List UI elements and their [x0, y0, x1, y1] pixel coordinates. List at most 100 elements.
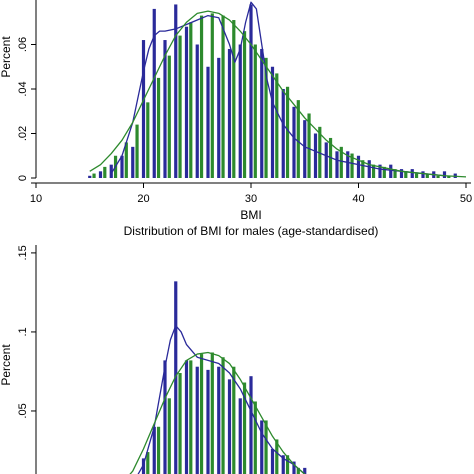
bot-bar-s0-15 — [292, 461, 296, 474]
bot-bar-s0-16 — [303, 467, 307, 474]
bot-bar-s1-6 — [189, 360, 193, 474]
top-bar-s0-4 — [131, 146, 135, 178]
top-bar-s0-12 — [217, 57, 221, 178]
top-x-axis-title: BMI — [240, 208, 261, 222]
top-y-tick-label-1: .02 — [17, 126, 29, 141]
top-bar-s0-3 — [120, 155, 124, 178]
bot-bar-s1-4 — [167, 398, 171, 474]
top-bar-s0-25 — [356, 155, 361, 178]
bottom-density-lines — [129, 324, 306, 474]
top-bar-s0-18 — [281, 89, 285, 178]
top-bar-s1-9 — [189, 22, 193, 178]
top-bar-s0-8 — [174, 4, 178, 179]
top-bar-s0-6 — [152, 8, 156, 179]
bottom-bars — [141, 281, 307, 474]
top-bar-s0-15 — [249, 4, 253, 179]
bot-bar-s0-12 — [260, 420, 264, 474]
top-bar-s0-27 — [378, 164, 382, 178]
bot-bar-s0-8 — [217, 366, 221, 474]
top-bar-s0-30 — [410, 169, 414, 178]
top-bar-s0-1 — [98, 171, 103, 178]
bot-bar-s0-10 — [238, 398, 242, 474]
top-bar-s1-33 — [447, 175, 451, 178]
bot-bar-s1-10 — [232, 366, 236, 474]
top-bar-s1-15 — [253, 44, 257, 178]
bot-bar-s1-11 — [242, 382, 247, 474]
top-x-tick-label-3: 40 — [352, 193, 364, 205]
top-y-axis-title: Percent — [0, 36, 13, 78]
bot-bar-s0-11 — [249, 376, 253, 474]
top-bar-s1-17 — [275, 73, 279, 178]
bottom-y-ticks: .05 .1 .15 — [17, 245, 36, 419]
top-y-tick-label-3: .06 — [17, 37, 29, 52]
top-bar-s0-31 — [421, 171, 425, 178]
top-bar-s1-24 — [350, 153, 354, 178]
bot-bar-s0-3 — [163, 360, 167, 474]
bot-bar-s1-7 — [199, 354, 204, 474]
bottom-y-axis-title: Percent — [0, 344, 13, 386]
top-x-tick-label-0: 10 — [30, 193, 42, 205]
top-bar-s1-26 — [371, 164, 376, 178]
top-bar-s1-20 — [307, 113, 311, 178]
top-bar-s1-25 — [361, 160, 365, 178]
top-x-tick-label-4: 50 — [460, 193, 472, 205]
bottom-panel: .05 .1 .15 Percent — [0, 245, 307, 474]
top-bar-s1-8 — [178, 35, 182, 178]
bot-density-line-3 — [129, 351, 306, 474]
top-bar-s0-10 — [195, 44, 199, 178]
bot-bar-s0-5 — [184, 360, 189, 474]
top-bar-s0-26 — [367, 160, 371, 178]
top-density-line-3 — [89, 10, 467, 178]
top-y-tick-label-2: .04 — [17, 81, 29, 96]
top-bar-s1-19 — [296, 100, 300, 178]
top-bar-s0-0 — [88, 175, 92, 178]
bot-bar-s1-8 — [210, 352, 214, 474]
bot-bar-s0-13 — [270, 448, 275, 474]
top-bar-s0-24 — [346, 151, 350, 178]
bot-y-tick-label-1: .1 — [17, 327, 29, 336]
top-bar-s1-6 — [156, 77, 161, 179]
top-bar-s0-22 — [324, 142, 328, 178]
top-bar-s0-14 — [238, 44, 242, 178]
bot-bar-s1-5 — [178, 373, 182, 474]
top-bar-s1-10 — [199, 15, 204, 178]
top-bar-s1-29 — [404, 171, 408, 178]
top-bar-s1-4 — [135, 124, 139, 178]
top-bar-s0-29 — [399, 169, 404, 178]
top-bar-s0-20 — [303, 120, 307, 178]
top-density-lines — [89, 1, 467, 178]
bot-bar-s1-2 — [146, 452, 150, 474]
top-bar-s0-11 — [206, 66, 210, 178]
bot-bar-s1-3 — [156, 426, 161, 474]
bot-bar-s0-9 — [227, 379, 232, 474]
top-bar-s1-0 — [92, 173, 96, 178]
top-bar-s1-30 — [414, 173, 419, 178]
bot-bar-s1-14 — [275, 439, 279, 474]
top-bar-s1-31 — [425, 173, 429, 178]
bot-bar-s1-12 — [253, 401, 257, 474]
top-bar-s0-16 — [260, 48, 264, 179]
top-bar-s1-1 — [103, 166, 107, 179]
bot-bar-s1-15 — [285, 455, 290, 474]
bottom-panel-title: Distribution of BMI for males (age-stand… — [124, 224, 379, 238]
top-bar-s0-28 — [389, 164, 393, 178]
top-bar-s1-27 — [382, 166, 386, 179]
bot-bar-s1-16 — [296, 467, 300, 474]
bot-bar-s1-13 — [264, 420, 268, 474]
top-bar-s0-7 — [163, 40, 167, 178]
bot-bar-s1-9 — [221, 357, 225, 474]
top-bar-s1-11 — [210, 13, 214, 178]
top-bar-s0-2 — [109, 164, 113, 178]
bot-bar-s0-1 — [141, 458, 146, 474]
top-bar-s1-18 — [285, 86, 290, 178]
top-bar-s1-28 — [393, 169, 397, 178]
top-bar-s0-5 — [141, 40, 146, 178]
top-bar-s1-14 — [242, 31, 247, 179]
bot-y-tick-label-0: .05 — [17, 403, 29, 418]
top-bar-s0-17 — [270, 66, 275, 178]
bot-bar-s0-14 — [281, 455, 285, 474]
top-bar-s1-12 — [221, 15, 225, 178]
top-y-ticks: 0 .02 .04 .06 — [17, 37, 36, 181]
top-bar-s0-21 — [313, 133, 318, 178]
